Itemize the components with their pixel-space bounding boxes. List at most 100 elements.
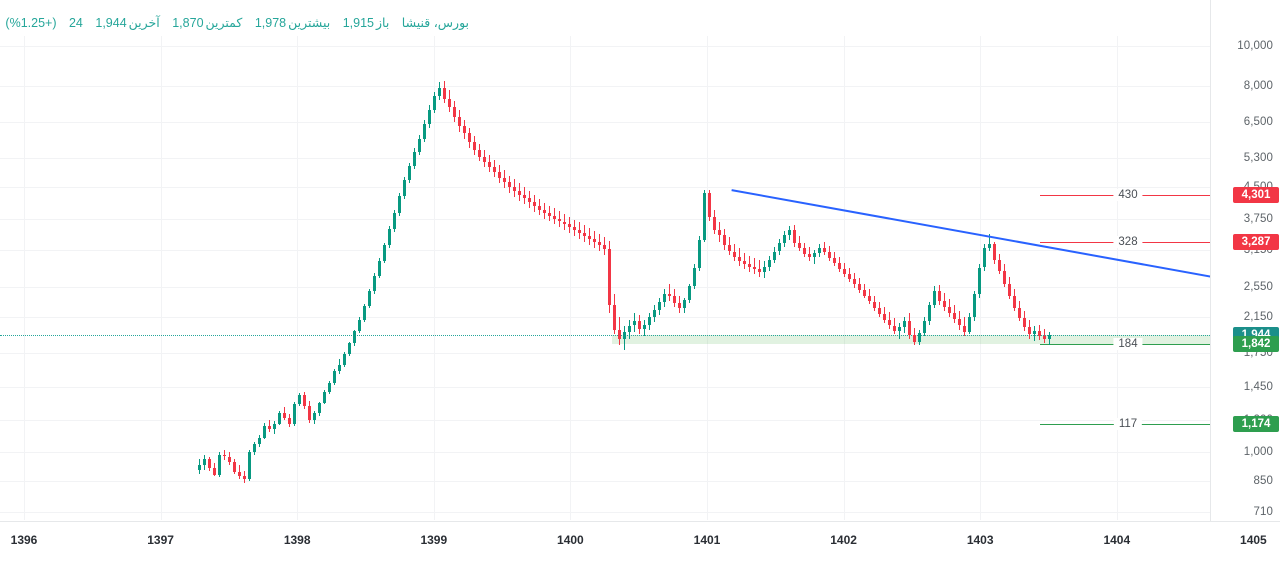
candle-body-down xyxy=(283,413,286,418)
candle-body-down xyxy=(1018,307,1021,318)
candle-body-up xyxy=(383,244,386,261)
candle-wick xyxy=(1044,329,1045,343)
candle-body-down xyxy=(1023,318,1026,328)
low-label: کمترین xyxy=(205,16,243,30)
gridline-h xyxy=(0,386,1210,388)
price-badge-resistance-lower[interactable]: 3,287 xyxy=(1233,234,1279,251)
candle-body-down xyxy=(908,321,911,336)
level-117-label: 117 xyxy=(1113,417,1143,430)
candle-body-down xyxy=(1043,336,1046,339)
candle-body-down xyxy=(228,456,231,462)
low-value: 1,870 xyxy=(172,16,204,30)
candle-body-up xyxy=(768,259,771,267)
candle-body-down xyxy=(1038,330,1041,337)
candle-body-up xyxy=(983,248,986,268)
price-badge-support-zone[interactable]: 1,842 xyxy=(1233,336,1279,353)
level-184-label: 184 xyxy=(1113,338,1143,351)
candle-body-up xyxy=(343,353,346,365)
gridline-h xyxy=(0,158,1210,160)
gridline-v xyxy=(160,36,162,520)
support-zone-box xyxy=(612,334,1210,345)
candle-body-down xyxy=(873,301,876,308)
candle-body-down xyxy=(478,150,481,157)
gridline-h xyxy=(0,46,1210,48)
candle-body-up xyxy=(378,260,381,276)
candle-body-up xyxy=(763,266,766,272)
price-badge-resistance-upper[interactable]: 4,301 xyxy=(1233,187,1279,203)
candle-body-up xyxy=(338,364,341,371)
candle-body-down xyxy=(963,325,966,332)
candle-body-up xyxy=(423,123,426,140)
last-price-line xyxy=(0,334,1210,336)
year-tick-1400: 1400 xyxy=(557,533,584,547)
candle-body-up xyxy=(923,321,926,333)
candle-body-up xyxy=(663,294,666,303)
candle-body-up xyxy=(648,317,651,325)
candle-body-up xyxy=(358,319,361,332)
candle-body-down xyxy=(758,269,761,272)
symbol-label[interactable]: بورس، قنیشا xyxy=(401,16,469,30)
candle-body-down xyxy=(243,475,246,479)
candle-body-up xyxy=(253,444,256,453)
level-328-label: 328 xyxy=(1113,236,1143,249)
candle-body-down xyxy=(238,471,241,476)
candle-body-up xyxy=(323,392,326,404)
candle-body-up xyxy=(623,331,626,339)
candle-body-down xyxy=(953,313,956,319)
candle-body-down xyxy=(948,306,951,314)
candle-body-down xyxy=(848,273,851,279)
candle-body-down xyxy=(548,213,551,216)
high-label: بیشترین xyxy=(288,16,331,30)
candle-body-up xyxy=(978,267,981,295)
candle-body-up xyxy=(428,110,431,124)
candle-body-up xyxy=(418,139,421,153)
candle-body-up xyxy=(788,230,791,236)
candle-body-down xyxy=(858,284,861,290)
price-badge-support-lower[interactable]: 1,174 xyxy=(1233,415,1279,432)
candle-body-down xyxy=(458,116,461,127)
gridline-h xyxy=(0,85,1210,87)
gridline-h xyxy=(0,219,1210,221)
candle-body-down xyxy=(488,161,491,167)
candle-body-down xyxy=(938,290,941,301)
time-axis[interactable]: 1396 1397 1398 1399 1400 1401 1402 1403 1404 1405 xyxy=(0,521,1280,562)
candle-body-down xyxy=(798,242,801,249)
candle-body-down xyxy=(448,99,451,107)
candle-body-down xyxy=(733,251,736,257)
gridline-v xyxy=(843,36,845,520)
candle-body-up xyxy=(968,317,971,332)
price-tick-10000: 10,000 xyxy=(1237,40,1273,53)
candle-body-up xyxy=(403,180,406,196)
open-label: باز xyxy=(375,16,390,30)
candle-body-up xyxy=(1033,330,1036,335)
candle-body-up xyxy=(248,452,251,479)
gridline-v xyxy=(297,36,299,520)
candle-body-down xyxy=(553,215,556,219)
price-tick-6500: 6,500 xyxy=(1243,116,1273,129)
candle-body-down xyxy=(593,239,596,243)
candle-body-down xyxy=(473,142,476,151)
candle-body-up xyxy=(688,286,691,300)
candle-body-down xyxy=(308,405,311,420)
candle-body-down xyxy=(543,210,546,214)
candle-body-up xyxy=(928,305,931,322)
candle-body-up xyxy=(898,327,901,331)
price-plot-area[interactable]: 430 328 184 117 xyxy=(0,36,1210,520)
last-value: 1,944 xyxy=(95,16,127,30)
candle-body-down xyxy=(868,295,871,302)
candle-body-down xyxy=(513,187,516,191)
open-value: 1,915 xyxy=(342,16,374,30)
candle-body-down xyxy=(533,202,536,207)
candle-body-up xyxy=(773,251,776,260)
candle-body-down xyxy=(603,245,606,249)
price-tick-710: 710 xyxy=(1253,506,1273,519)
candle-body-down xyxy=(958,318,961,326)
candle-body-down xyxy=(568,224,571,228)
candle-body-down xyxy=(893,325,896,331)
candle-wick xyxy=(899,323,900,339)
price-axis[interactable]: 10,0008,0006,5005,3004,5003,7503,1502,55… xyxy=(1210,0,1280,521)
candle-body-down xyxy=(573,227,576,231)
candle-body-up xyxy=(438,88,441,96)
high-value: 1,978 xyxy=(254,16,287,30)
candle-body-down xyxy=(288,417,291,425)
